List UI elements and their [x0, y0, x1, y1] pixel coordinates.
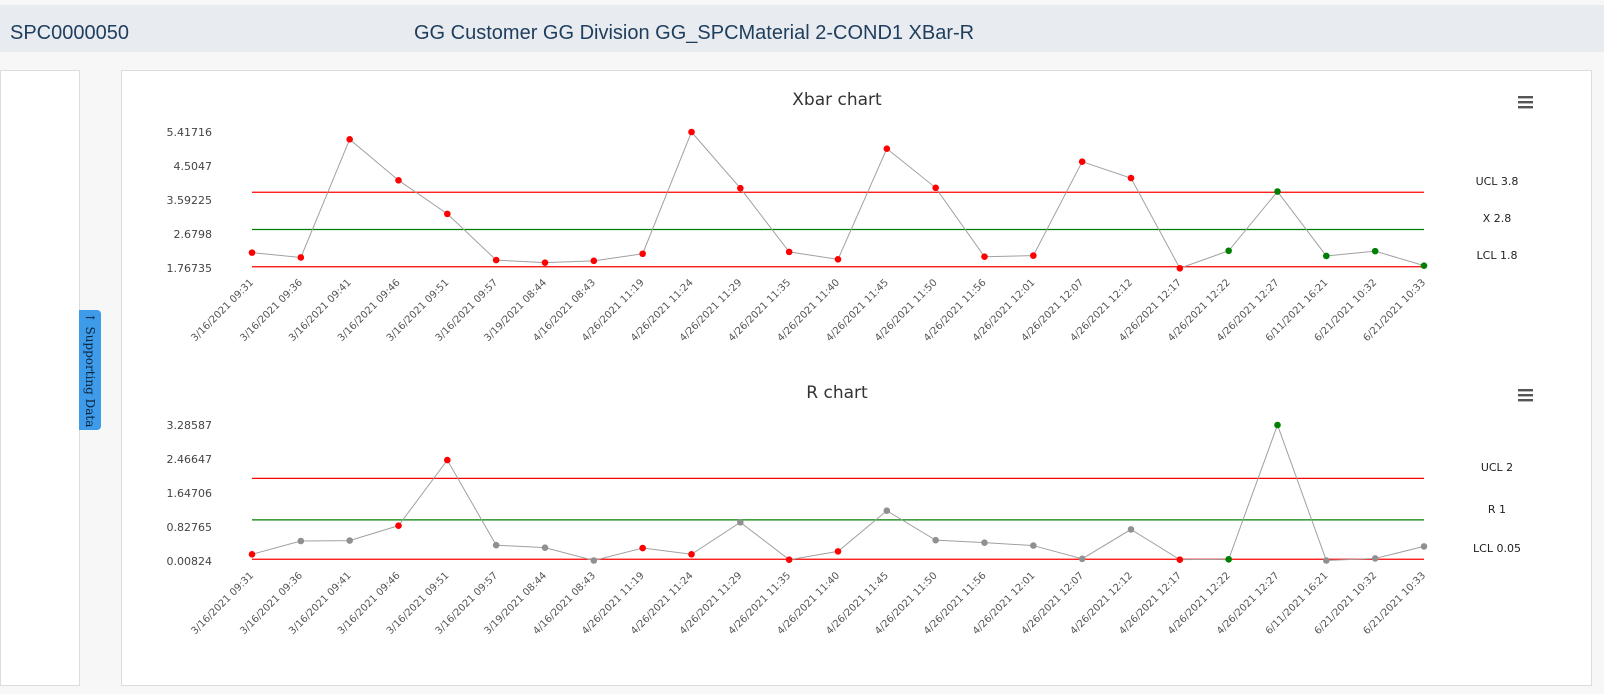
r-data-point[interactable] [981, 539, 988, 546]
xbar-series-line [251, 131, 1425, 269]
xbar-data-point[interactable] [395, 177, 402, 184]
xbar-limit-label: X 2.8 [1483, 212, 1512, 225]
xbar-data-point[interactable] [1127, 174, 1135, 182]
xbar-data-point[interactable] [883, 145, 891, 152]
supporting-data-tab[interactable]: ↑ Supporting Data [79, 310, 101, 430]
left-panel [0, 70, 80, 686]
r-data-point[interactable] [737, 519, 744, 526]
r-series-line [251, 423, 1425, 562]
xbar-hamburger-menu-icon[interactable] [1518, 96, 1533, 99]
xbar-data-point[interactable] [1030, 252, 1037, 259]
xbar-hamburger-menu-icon[interactable] [1518, 106, 1533, 109]
r-data-point[interactable] [639, 544, 646, 552]
xbar-y-tick-label: 1.76735 [167, 262, 213, 275]
r-limit-label: R 1 [1488, 503, 1506, 516]
xbar-y-tick-label: 5.41716 [167, 126, 213, 139]
xbar-data-point[interactable] [492, 256, 500, 264]
xbar-data-point[interactable] [1176, 264, 1184, 272]
r-y-tick-label: 0.82765 [167, 521, 213, 534]
r-y-tick-label: 2.46647 [167, 453, 213, 466]
r-hamburger-menu-icon[interactable] [1518, 389, 1533, 392]
xbar-y-tick-label: 2.6798 [174, 228, 213, 241]
xbar-data-point[interactable] [932, 184, 939, 192]
r-y-tick-label: 1.64706 [167, 487, 213, 500]
xbar-data-point[interactable] [834, 256, 842, 263]
xbar-data-point[interactable] [248, 249, 256, 256]
xbar-chart-title: Xbar chart [792, 90, 882, 110]
r-data-point[interactable] [1420, 543, 1428, 550]
xbar-data-point[interactable] [444, 210, 451, 218]
r-data-point[interactable] [444, 456, 451, 464]
r-y-tick-label: 0.00824 [167, 555, 213, 568]
r-data-point[interactable] [492, 541, 500, 549]
xbar-data-point[interactable] [541, 259, 549, 266]
r-hamburger-menu-icon[interactable] [1518, 394, 1533, 397]
xbar-y-tick-label: 4.5047 [174, 160, 213, 173]
xbar-data-point[interactable] [1225, 247, 1232, 255]
r-data-point[interactable] [1078, 555, 1086, 563]
xbar-data-point[interactable] [981, 253, 988, 261]
xbar-limit-label: LCL 1.8 [1477, 249, 1518, 262]
r-data-point[interactable] [590, 557, 598, 564]
r-data-point[interactable] [1127, 526, 1135, 533]
charts-svg: Xbar chart 5.41716 4.5047 3.59225 2.6798 1.76… [167, 90, 1533, 637]
xbar-data-point[interactable] [639, 250, 646, 258]
xbar-limit-label: UCL 3.8 [1476, 175, 1519, 188]
r-data-point[interactable] [1371, 555, 1379, 562]
supporting-data-label: ↑ Supporting Data [83, 312, 97, 428]
xbar-data-point[interactable] [1078, 158, 1086, 166]
xbar-data-point[interactable] [785, 248, 793, 256]
charts-card: Xbar chart 5.41716 4.5047 3.59225 2.6798 1.76… [121, 70, 1592, 686]
r-limit-label: UCL 2 [1481, 461, 1513, 474]
r-data-point[interactable] [297, 537, 305, 545]
xbar-data-point[interactable] [1274, 188, 1281, 195]
r-data-point[interactable] [248, 550, 256, 558]
header-bar: SPC0000050 GG Customer GG Division GG_SP… [0, 5, 1604, 52]
xbar-data-point[interactable] [688, 128, 695, 136]
r-data-point[interactable] [541, 544, 549, 551]
xbar-data-point[interactable] [1420, 262, 1428, 269]
r-data-point[interactable] [785, 556, 793, 563]
r-data-point[interactable] [1176, 556, 1184, 563]
xbar-hamburger-menu-icon[interactable] [1518, 101, 1533, 104]
r-data-point[interactable] [1323, 557, 1330, 564]
r-data-point[interactable] [1225, 555, 1232, 563]
xbar-data-point[interactable] [346, 136, 353, 143]
r-data-point[interactable] [1274, 421, 1281, 429]
page-title: GG Customer GG Division GG_SPCMaterial 2… [414, 22, 975, 44]
r-chart-title: R chart [806, 383, 868, 403]
arrow-up-icon: ↑ [83, 312, 97, 323]
r-data-point[interactable] [346, 537, 353, 544]
r-data-point[interactable] [1030, 542, 1037, 549]
r-limit-label: LCL 0.05 [1473, 542, 1521, 555]
r-data-point[interactable] [688, 550, 695, 558]
r-y-tick-label: 3.28587 [167, 419, 213, 432]
r-data-point[interactable] [834, 548, 842, 555]
r-data-point[interactable] [932, 536, 939, 544]
xbar-data-point[interactable] [590, 257, 598, 265]
r-hamburger-menu-icon[interactable] [1518, 399, 1533, 402]
spc-id: SPC0000050 [10, 22, 129, 44]
xbar-data-point[interactable] [1323, 252, 1330, 260]
xbar-y-tick-label: 3.59225 [167, 194, 213, 207]
r-data-point[interactable] [395, 522, 402, 529]
r-data-point[interactable] [883, 507, 891, 515]
xbar-data-point[interactable] [737, 184, 744, 192]
xbar-data-point[interactable] [1371, 247, 1379, 255]
xbar-data-point[interactable] [297, 254, 305, 261]
